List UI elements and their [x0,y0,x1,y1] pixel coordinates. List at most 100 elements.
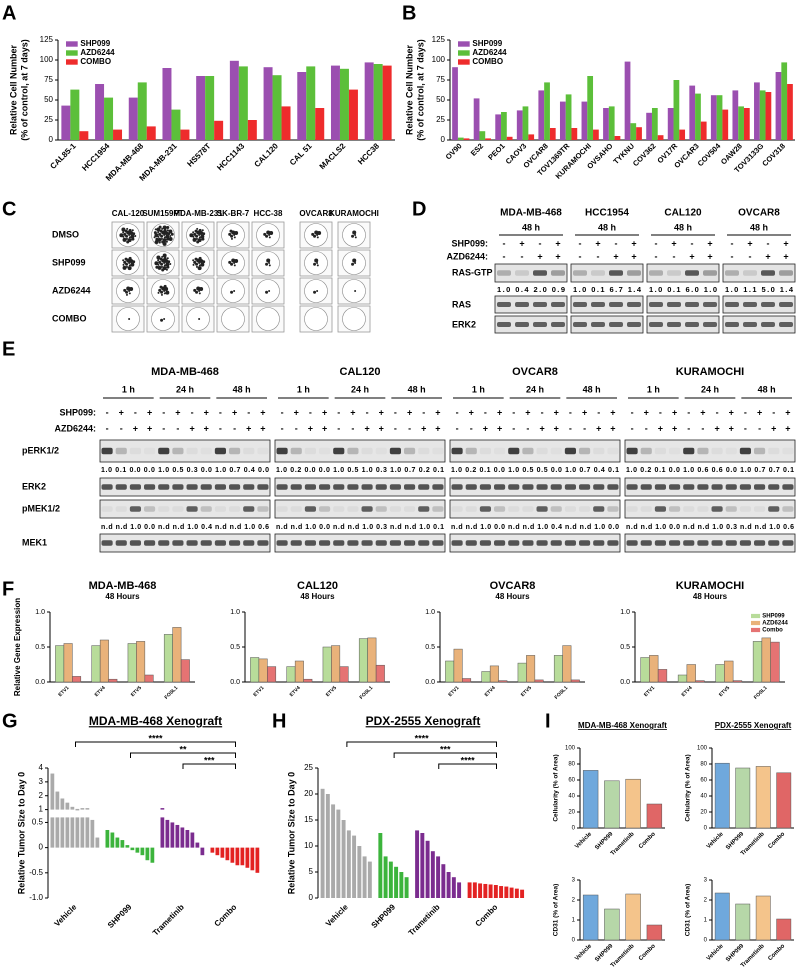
blot-band [451,506,463,512]
blot-band [333,506,345,512]
y-tick-label: 3 [704,878,708,884]
bar [95,837,100,848]
bar [247,120,257,140]
bar [120,840,125,848]
y-tick-label: 50 [436,95,445,104]
blot-band [685,301,699,308]
lane-sign: - [337,423,340,433]
bar [358,638,368,683]
colony [164,259,169,264]
blot-band [101,447,113,455]
bar [732,90,739,140]
colony [161,255,164,258]
lane-sign: - [569,423,572,433]
blot-band [739,484,751,490]
lane-sign: - [615,238,618,248]
blot-band [101,540,113,546]
colony [128,256,132,260]
colony-well [304,223,328,247]
x-tick-label: FOSL1 [753,685,769,701]
row-label: SHP099 [52,257,86,267]
blot-band [304,506,316,512]
bar [225,847,230,861]
lane-sign: - [569,407,572,417]
bar [320,788,325,898]
colony [163,318,166,320]
blot-band [782,506,794,512]
time-label: 24 h [351,384,369,394]
blot-band [304,447,316,455]
lane-sign: + [119,407,124,417]
colony [268,262,271,264]
blot-band [389,506,401,512]
blot-band [290,540,302,546]
blot-quant: n.d n.d 1.0 0.0 n.d n.d 1.0 0.3 n.d n.d … [626,524,794,531]
blot-band [361,506,373,512]
colony [165,268,168,271]
lane-sign: + [555,251,560,261]
bar [516,110,523,140]
colony [233,264,236,267]
blot-band [144,448,155,455]
cell-line-label: OVCAR8 [738,208,780,219]
significance-label: *** [440,744,451,754]
lane-sign: + [672,407,677,417]
colony [123,288,127,292]
colony [153,231,157,235]
y-axis-label: (% of control, at 7 days) [19,39,29,141]
colony [268,236,271,239]
blot-band [609,270,623,276]
lane-sign: - [191,407,194,417]
colony [129,231,134,236]
blot-band [579,540,591,546]
colony [198,234,201,236]
bar [534,679,544,683]
y-axis-label: Relative Cell Number [404,44,414,135]
colony [198,228,202,232]
colony [192,231,195,234]
blot-frame [449,499,621,519]
bar [483,883,488,898]
blot-band [522,484,534,490]
blot-band [768,447,780,455]
colony-well [342,307,366,331]
bar [170,822,175,848]
colony-well [186,307,210,331]
bar [445,660,455,683]
y-tick-label: 0 [572,938,576,944]
colony-well [221,279,245,303]
y-tick-label: 0 [572,826,576,832]
lane-sign: - [106,407,109,417]
chart-subtitle: 48 Hours [300,592,335,601]
colony [122,263,125,266]
bar [495,114,502,140]
x-tick-label: Vehicle [53,902,79,928]
blot-band [200,540,212,546]
colony [196,240,200,244]
bar [498,680,508,683]
bar [673,80,680,140]
colony [269,231,274,236]
significance-label: **** [415,733,430,743]
blot-band [654,506,666,512]
blot-frame [646,295,720,314]
bar [162,68,172,140]
bar [488,884,493,898]
blot-band [158,506,170,512]
colony [197,266,202,271]
bar [190,832,195,848]
time-label: 48 h [233,384,251,394]
row-label: COMBO [52,313,87,323]
colony [195,262,199,266]
colony [189,233,194,238]
lane-sign: + [785,407,790,417]
bar [436,856,441,898]
colony [354,290,357,292]
colony [200,262,205,267]
blot-band [536,484,548,490]
colony [228,232,232,236]
x-tick-label: CAL 51 [288,141,314,167]
colony [316,264,319,267]
condition-label: AZD6244: [54,423,96,433]
colony-well [186,279,210,303]
